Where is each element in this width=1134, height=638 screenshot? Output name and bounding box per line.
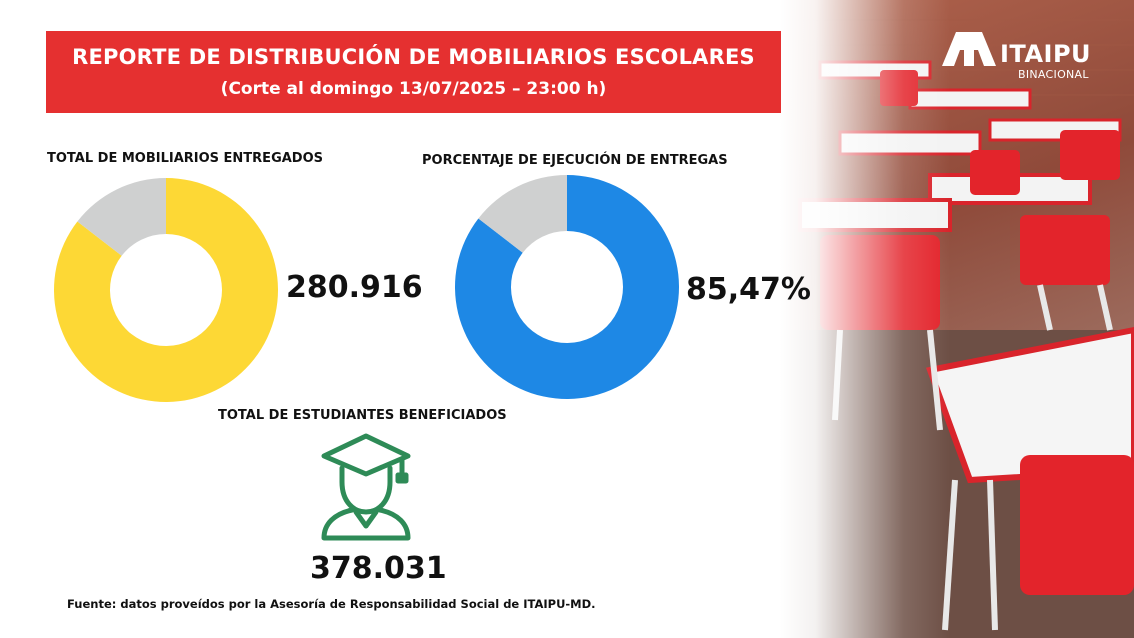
photo-fade [780,0,1134,638]
page-title: REPORTE DE DISTRIBUCIÓN DE MOBILIARIOS E… [72,45,755,69]
chart1-value: 280.916 [286,270,423,305]
donut-chart-ejecucion [455,175,679,399]
source-note: Fuente: datos proveídos por la Asesoría … [67,597,596,611]
donut-chart-mobiliarios [53,178,278,402]
students-title: TOTAL DE ESTUDIANTES BENEFICIADOS [218,408,507,423]
donut-slice-0 [455,175,679,399]
itaipu-logo-mark [942,32,996,66]
donut-slice-0 [53,178,278,402]
donut-slice-1 [77,178,166,256]
logo-sub: BINACIONAL [1018,68,1089,81]
page-subtitle: (Corte al domingo 13/07/2025 – 23:00 h) [220,79,607,99]
graduate-icon [321,433,411,541]
classroom-photo [780,0,1134,638]
chart1-title: TOTAL DE MOBILIARIOS ENTREGADOS [47,151,324,166]
chart2-title: PORCENTAJE DE EJECUCIÓN DE ENTREGAS [422,153,728,168]
logo-brand: ITAIPU [1000,40,1092,68]
students-value: 378.031 [310,551,447,586]
header-banner: REPORTE DE DISTRIBUCIÓN DE MOBILIARIOS E… [46,31,781,113]
donut-slice-1 [478,175,567,253]
itaipu-logo: ITAIPU BINACIONAL [938,28,1108,84]
chart2-value: 85,47% [686,272,811,307]
